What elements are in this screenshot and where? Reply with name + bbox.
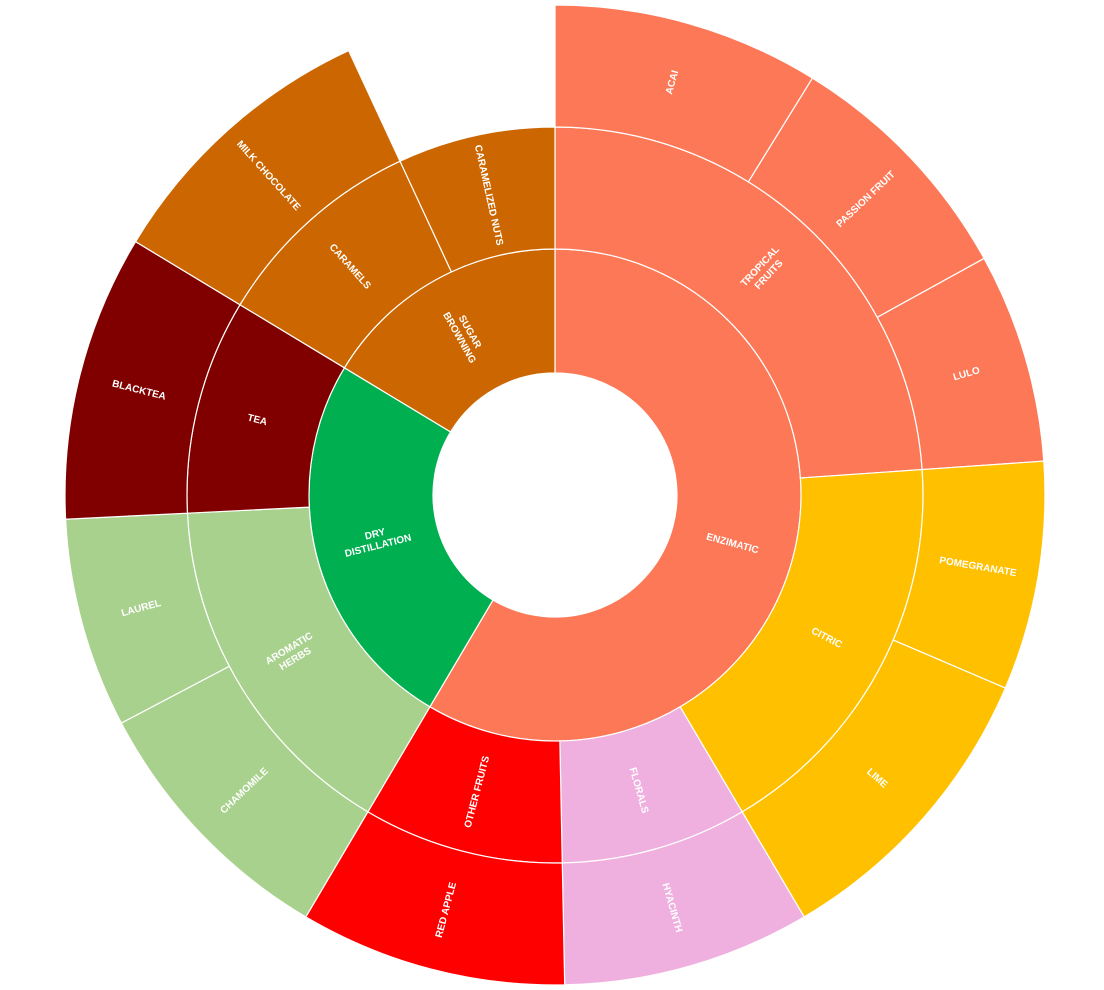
segments — [64, 4, 1046, 986]
label-tea: TEA — [246, 412, 268, 428]
segment-milk-chocolate[interactable] — [134, 49, 401, 306]
segment-caramelized-nuts[interactable] — [399, 126, 556, 273]
